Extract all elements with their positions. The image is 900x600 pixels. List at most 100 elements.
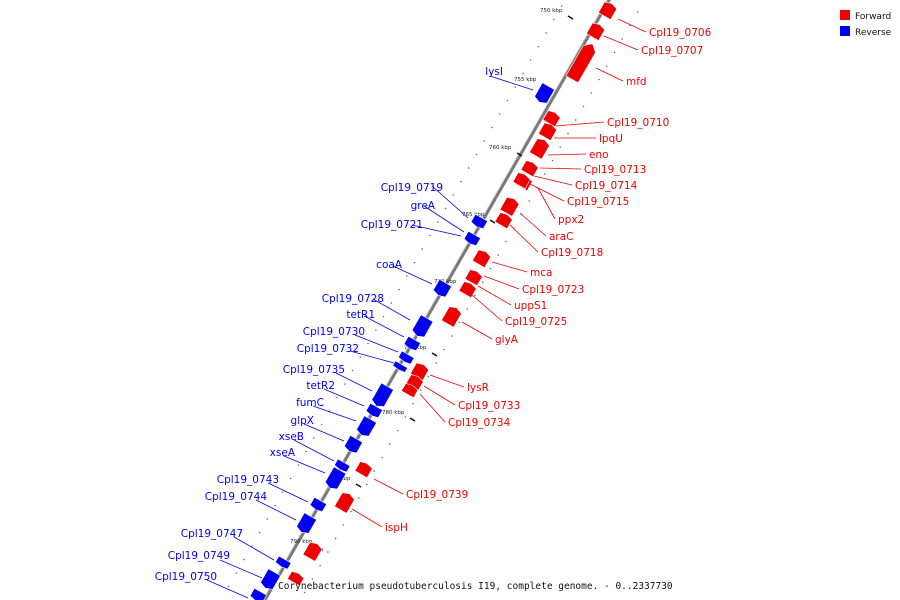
forward-gene-label[interactable]: glyA (495, 334, 519, 346)
track-dot (358, 497, 360, 499)
reverse-gene[interactable] (365, 402, 384, 419)
reverse-gene[interactable] (356, 415, 378, 437)
forward-gene[interactable] (597, 1, 618, 21)
tick-label: 780 kbp (382, 410, 405, 416)
reverse-gene[interactable] (260, 568, 282, 590)
forward-gene-label[interactable]: mca (530, 267, 552, 279)
reverse-gene-label[interactable]: Cpl19_0744 (205, 491, 268, 503)
reverse-gene[interactable] (534, 82, 556, 104)
forward-gene[interactable] (440, 306, 462, 328)
reverse-gene-label[interactable]: fumC (296, 397, 324, 409)
reverse-gene[interactable] (296, 512, 318, 534)
forward-gene-label[interactable]: Cpl19_0713 (584, 164, 646, 176)
forward-gene-label[interactable]: Cpl19_0706 (649, 27, 712, 39)
leader-line (491, 261, 528, 273)
reverse-gene-label[interactable]: Cpl19_0743 (217, 474, 279, 486)
leader-line (411, 224, 462, 237)
forward-gene[interactable] (354, 461, 373, 479)
leader-line (206, 579, 249, 599)
forward-gene[interactable] (542, 110, 561, 128)
tick-mark (516, 152, 523, 157)
forward-gene-label[interactable]: Cpl19_0715 (567, 196, 629, 208)
reverse-gene-label[interactable]: Cpl19_0747 (181, 528, 243, 540)
reverse-gene-label[interactable]: Cpl19_0721 (361, 219, 423, 231)
forward-gene-label[interactable]: Cpl19_0710 (607, 117, 669, 129)
forward-gene-label[interactable]: araC (549, 231, 574, 243)
track-dot (413, 261, 416, 264)
reverse-gene-label[interactable]: Cpl19_0719 (381, 182, 443, 194)
reverse-gene-label[interactable]: glpX (291, 415, 314, 427)
forward-gene-label[interactable]: Cpl19_0739 (406, 489, 468, 501)
reverse-gene-label[interactable]: tetR2 (306, 380, 335, 392)
forward-gene[interactable] (565, 43, 596, 84)
forward-gene[interactable] (585, 22, 606, 42)
forward-gene-label[interactable]: Cpl19_0725 (505, 316, 567, 328)
forward-gene-label[interactable]: Cpl19_0718 (541, 247, 603, 259)
track-dot (420, 389, 422, 391)
reverse-gene[interactable] (343, 434, 364, 454)
legend-forward-swatch (840, 10, 850, 20)
forward-gene[interactable] (471, 249, 492, 269)
forward-gene[interactable] (494, 212, 513, 230)
reverse-gene[interactable] (470, 213, 489, 230)
forward-gene[interactable] (464, 269, 483, 287)
forward-gene-label[interactable]: Cpl19_0714 (575, 180, 638, 192)
track-dot (311, 578, 314, 580)
reverse-gene-label[interactable]: xseA (270, 447, 296, 459)
forward-gene[interactable] (512, 172, 531, 190)
reverse-gene[interactable] (463, 230, 482, 247)
reverse-gene-label[interactable]: xseB (279, 431, 304, 443)
forward-gene-label[interactable]: lysR (467, 382, 489, 394)
reverse-gene[interactable] (309, 496, 328, 513)
forward-gene[interactable] (458, 281, 477, 299)
forward-gene-label[interactable]: mfd (626, 76, 647, 88)
track-dot (334, 537, 337, 540)
reverse-gene-label[interactable]: Cpl19_0750 (155, 571, 217, 583)
track-dot (482, 281, 484, 283)
reverse-gene[interactable] (432, 278, 453, 298)
forward-gene-label[interactable]: Cpl19_0734 (448, 417, 511, 429)
forward-gene-label[interactable]: uppS1 (514, 300, 547, 312)
forward-gene-label[interactable]: ispH (385, 522, 408, 534)
reverse-gene[interactable] (371, 382, 394, 407)
leader-line (477, 285, 512, 306)
reverse-gene-label[interactable]: Cpl19_0735 (283, 364, 345, 376)
reverse-gene[interactable] (249, 587, 268, 600)
reverse-gene[interactable] (334, 458, 351, 473)
reverse-gene[interactable] (324, 466, 347, 490)
forward-gene[interactable] (499, 196, 520, 217)
forward-gene[interactable] (537, 122, 558, 142)
leader-line (335, 372, 373, 392)
reverse-gene-label[interactable]: tetR1 (346, 309, 375, 321)
reverse-gene-label[interactable]: Cpl19_0728 (322, 293, 384, 305)
forward-gene-label[interactable]: ppx2 (558, 214, 584, 226)
forward-gene[interactable] (302, 541, 323, 562)
forward-gene[interactable] (520, 160, 539, 178)
reverse-gene[interactable] (275, 555, 292, 570)
track-dot (567, 132, 569, 135)
reverse-gene-label[interactable]: Cpl19_0749 (168, 550, 230, 562)
leader-line (595, 67, 624, 82)
forward-gene[interactable] (333, 492, 355, 514)
forward-gene-label[interactable]: eno (589, 149, 609, 161)
reverse-gene-label[interactable]: greA (411, 200, 436, 212)
reverse-gene[interactable] (403, 335, 422, 352)
forward-gene[interactable] (528, 138, 550, 160)
reverse-gene[interactable] (392, 360, 409, 373)
reverse-gene[interactable] (398, 350, 415, 365)
reverse-gene-label[interactable]: Cpl19_0730 (303, 326, 365, 338)
track-dot (560, 5, 563, 7)
reverse-gene-label[interactable]: coaA (376, 259, 403, 271)
track-dot (483, 140, 486, 142)
forward-gene-label[interactable]: Cpl19_0723 (522, 284, 584, 296)
forward-gene-label[interactable]: Cpl19_0707 (641, 45, 703, 57)
reverse-gene-label[interactable]: lysI (485, 66, 503, 78)
leader-line (617, 18, 647, 33)
forward-gene[interactable] (400, 382, 419, 399)
reverse-gene-label[interactable]: Cpl19_0732 (297, 343, 359, 355)
forward-gene[interactable] (286, 570, 305, 587)
forward-gene-label[interactable]: Cpl19_0733 (458, 400, 520, 412)
forward-gene-label[interactable]: lpqU (599, 133, 623, 145)
reverse-gene[interactable] (411, 314, 434, 338)
